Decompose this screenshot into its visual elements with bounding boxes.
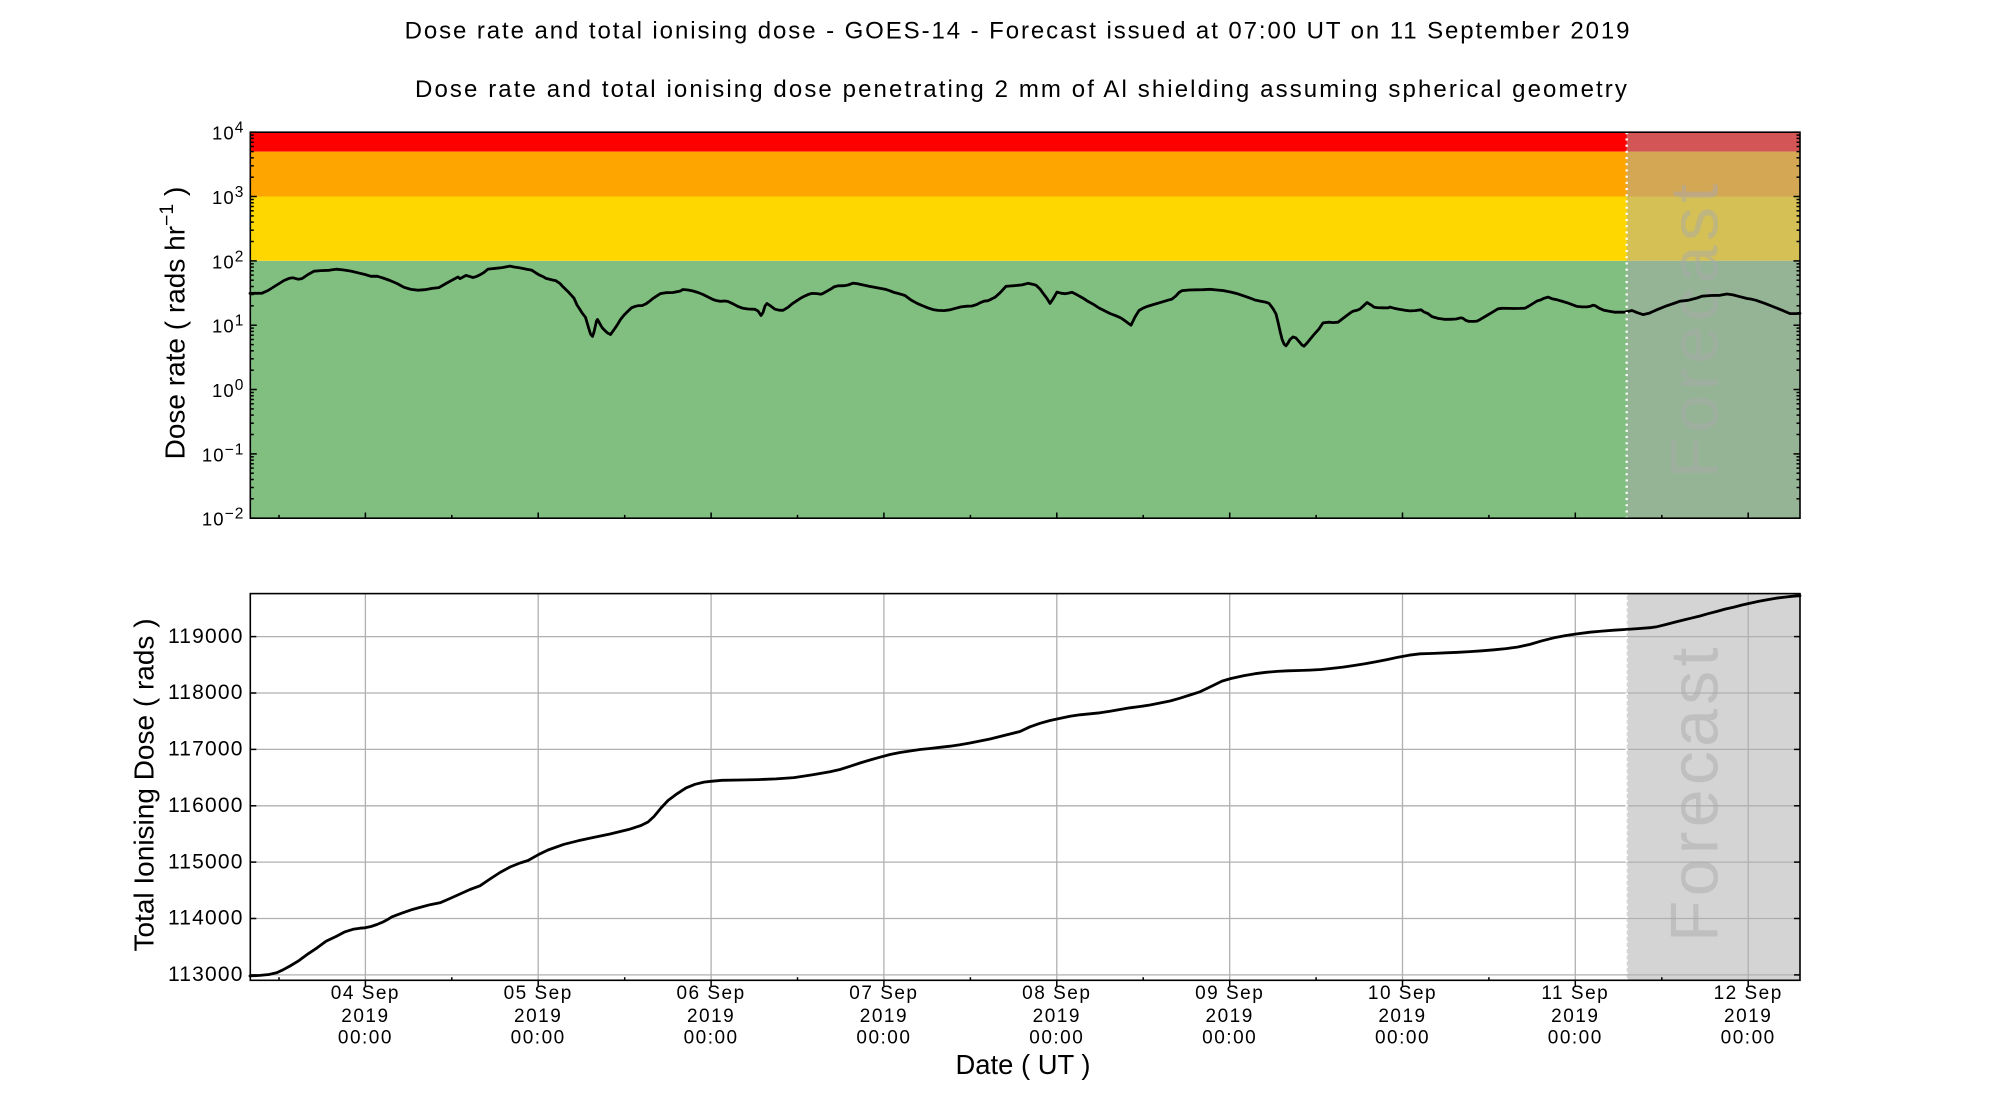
svg-text:2019: 2019: [341, 1006, 389, 1027]
svg-text:00:00: 00:00: [684, 1028, 739, 1049]
svg-text:100: 100: [212, 377, 245, 401]
svg-text:119000: 119000: [168, 625, 244, 648]
svg-text:00:00: 00:00: [338, 1028, 393, 1049]
svg-text:09 Sep: 09 Sep: [1195, 983, 1264, 1004]
svg-text:2019: 2019: [1551, 1006, 1599, 1027]
svg-text:00:00: 00:00: [1029, 1028, 1084, 1049]
svg-text:07 Sep: 07 Sep: [849, 983, 918, 1004]
svg-text:113000: 113000: [168, 963, 244, 986]
svg-text:00:00: 00:00: [511, 1028, 566, 1049]
svg-text:05 Sep: 05 Sep: [504, 983, 573, 1004]
svg-text:00:00: 00:00: [1202, 1028, 1257, 1049]
svg-text:114000: 114000: [168, 907, 244, 930]
svg-text:10 Sep: 10 Sep: [1368, 983, 1437, 1004]
svg-text:2019: 2019: [687, 1006, 735, 1027]
svg-text:00:00: 00:00: [856, 1028, 911, 1049]
svg-text:2019: 2019: [514, 1006, 562, 1027]
svg-text:Dose rate and total ionising d: Dose rate and total ionising dose - GOES…: [405, 18, 1632, 45]
svg-text:Forecast: Forecast: [1656, 643, 1732, 942]
svg-text:Date ( UT ): Date ( UT ): [956, 1049, 1091, 1080]
svg-text:00:00: 00:00: [1548, 1028, 1603, 1049]
svg-text:00:00: 00:00: [1375, 1028, 1430, 1049]
svg-text:2019: 2019: [1206, 1006, 1254, 1027]
svg-text:Total Ionising Dose ( rads ): Total Ionising Dose ( rads ): [128, 618, 159, 951]
svg-text:Dose rate and total ionising d: Dose rate and total ionising dose penetr…: [415, 76, 1629, 103]
svg-text:116000: 116000: [168, 794, 244, 817]
svg-text:Forecast: Forecast: [1656, 180, 1732, 479]
svg-text:12 Sep: 12 Sep: [1714, 983, 1783, 1004]
svg-text:00:00: 00:00: [1721, 1028, 1776, 1049]
svg-text:2019: 2019: [1724, 1006, 1772, 1027]
svg-text:06 Sep: 06 Sep: [676, 983, 745, 1004]
svg-text:115000: 115000: [168, 850, 244, 873]
svg-text:118000: 118000: [168, 681, 244, 704]
svg-text:2019: 2019: [1033, 1006, 1081, 1027]
svg-text:Dose rate ( rads hr−1 ): Dose rate ( rads hr−1 ): [156, 187, 190, 460]
svg-text:2019: 2019: [860, 1006, 908, 1027]
svg-text:117000: 117000: [168, 738, 244, 761]
svg-text:2019: 2019: [1378, 1006, 1426, 1027]
svg-text:10−1: 10−1: [202, 441, 245, 465]
svg-text:11 Sep: 11 Sep: [1541, 983, 1609, 1004]
svg-text:08 Sep: 08 Sep: [1022, 983, 1091, 1004]
svg-text:04 Sep: 04 Sep: [331, 983, 400, 1004]
